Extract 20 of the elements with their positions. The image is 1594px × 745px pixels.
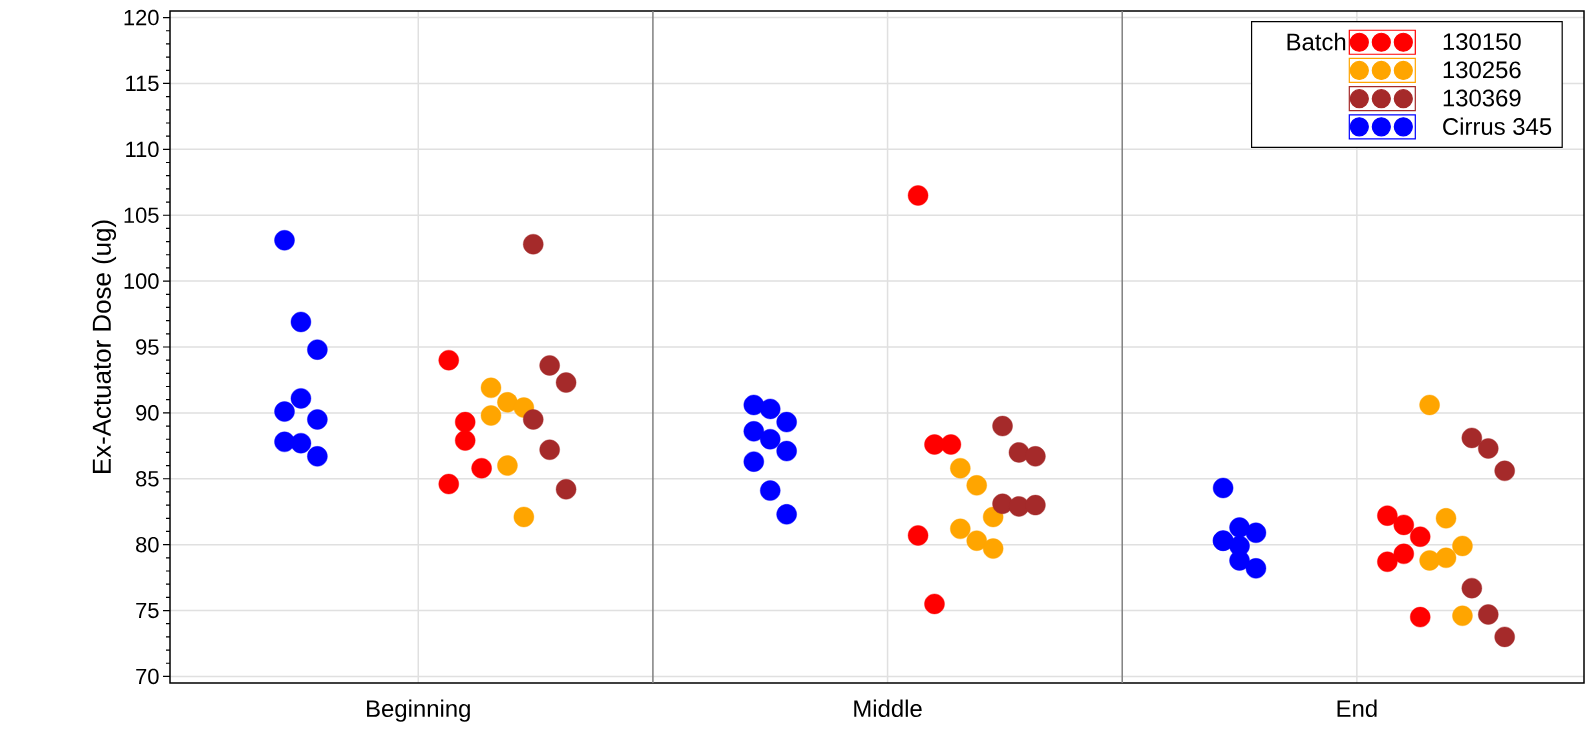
y-tick-label: 115 bbox=[126, 75, 159, 92]
legend-label: 130369 bbox=[1443, 89, 1521, 107]
x-tick-label: Beginning bbox=[367, 699, 470, 722]
y-axis-title: Ex-Actuator Dose (ug) bbox=[91, 220, 117, 473]
legend-label: 130150 bbox=[1443, 33, 1521, 51]
y-tick-label: 70 bbox=[136, 668, 159, 685]
legend-title: Batch bbox=[1287, 32, 1346, 51]
y-tick-label: 85 bbox=[136, 470, 159, 487]
y-tick-label: 105 bbox=[124, 207, 159, 223]
x-tick-label: Middle bbox=[854, 699, 922, 718]
y-tick-label: 90 bbox=[136, 405, 159, 421]
y-tick-label: 75 bbox=[136, 602, 159, 619]
y-tick-label: 110 bbox=[126, 141, 159, 158]
legend-label: 130256 bbox=[1443, 61, 1521, 79]
y-tick-label: 80 bbox=[136, 536, 159, 553]
y-tick-label: 95 bbox=[136, 339, 159, 355]
legend-label: Cirrus 345 bbox=[1443, 117, 1552, 136]
y-tick-label: 100 bbox=[124, 273, 159, 289]
y-tick-label: 120 bbox=[124, 9, 159, 26]
x-tick-label: End bbox=[1337, 699, 1377, 718]
